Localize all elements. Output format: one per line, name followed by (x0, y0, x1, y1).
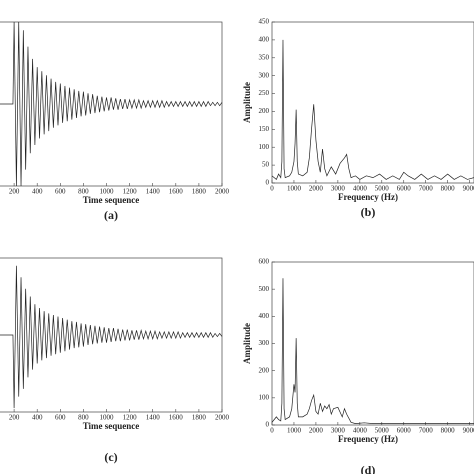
panel-caption: (b) (361, 205, 376, 219)
x-axis-label: Time sequence (83, 421, 140, 431)
signal-line (0, 265, 223, 409)
x-tick-label: 5000 (375, 427, 390, 435)
x-tick-label: 2000 (215, 188, 230, 196)
y-tick-label: 600 (259, 258, 270, 266)
x-tick-label: 1000 (100, 188, 115, 196)
x-tick-label: 4000 (353, 185, 368, 193)
y-tick-label: 100 (259, 393, 270, 401)
y-tick-label: 500 (259, 285, 270, 293)
x-tick-label: 2000 (215, 414, 230, 422)
y-tick-label: 200 (259, 366, 270, 374)
y-tick-label: 450 (259, 18, 270, 26)
signal-line (0, 21, 223, 187)
x-tick-label: 1800 (192, 414, 207, 422)
x-tick-label: 4000 (353, 427, 368, 435)
x-tick-label: 2000 (309, 185, 324, 193)
plot-frame (271, 261, 474, 426)
panel-caption: (d) (361, 463, 376, 474)
x-tick-label: 1400 (146, 414, 161, 422)
x-tick-label: 400 (32, 188, 43, 196)
x-tick-label: 1200 (123, 414, 138, 422)
plot-frame (271, 21, 474, 184)
x-tick-label: 600 (55, 414, 66, 422)
x-tick-label: 7000 (419, 185, 434, 193)
y-tick-label: 50 (262, 161, 270, 169)
x-tick-label: 8000 (441, 185, 456, 193)
x-tick-label: 1400 (146, 188, 161, 196)
y-tick-label: 400 (259, 35, 270, 43)
y-tick-label: 350 (259, 53, 270, 61)
signal-line (271, 39, 474, 180)
x-axis-label: Frequency (Hz) (338, 192, 398, 202)
x-tick-label: 0 (270, 427, 274, 435)
x-axis-label: Time sequence (83, 195, 140, 205)
y-tick-label: 400 (259, 312, 270, 320)
x-tick-label: 0 (270, 185, 274, 193)
x-tick-label: 1000 (100, 414, 115, 422)
x-axis-label: Frequency (Hz) (338, 434, 398, 444)
x-tick-label: 5000 (375, 185, 390, 193)
y-tick-label: 0 (266, 421, 270, 429)
y-tick-label: 100 (259, 143, 270, 151)
y-tick-label: 250 (259, 89, 270, 97)
x-tick-label: 6000 (397, 185, 412, 193)
y-axis-label: Amplitude (242, 82, 252, 123)
signal-line (271, 278, 474, 424)
y-tick-label: 150 (259, 125, 270, 133)
x-tick-label: 1000 (287, 185, 302, 193)
x-tick-label: 2000 (309, 427, 324, 435)
x-tick-label: 800 (78, 188, 89, 196)
x-tick-label: 7000 (419, 427, 434, 435)
x-tick-label: 200 (9, 188, 20, 196)
x-tick-label: 200 (9, 414, 20, 422)
y-tick-label: 300 (259, 71, 270, 79)
panel-caption: (a) (104, 208, 118, 222)
x-tick-label: 800 (78, 414, 89, 422)
x-tick-label: 400 (32, 414, 43, 422)
y-tick-label: 300 (259, 339, 270, 347)
x-tick-label: 3000 (331, 427, 346, 435)
x-tick-label: 6000 (397, 427, 412, 435)
x-tick-label: 1800 (192, 188, 207, 196)
x-tick-label: 1600 (169, 188, 184, 196)
x-tick-label: 1000 (287, 427, 302, 435)
x-tick-label: 3000 (331, 185, 346, 193)
x-tick-label: 8000 (441, 427, 456, 435)
y-axis-label: Amplitude (242, 323, 252, 364)
y-tick-label: 0 (266, 179, 270, 187)
panel-caption: (c) (104, 450, 117, 464)
x-tick-label: 1600 (169, 414, 184, 422)
x-tick-label: 600 (55, 188, 66, 196)
x-tick-label: 1200 (123, 188, 138, 196)
y-tick-label: 200 (259, 107, 270, 115)
